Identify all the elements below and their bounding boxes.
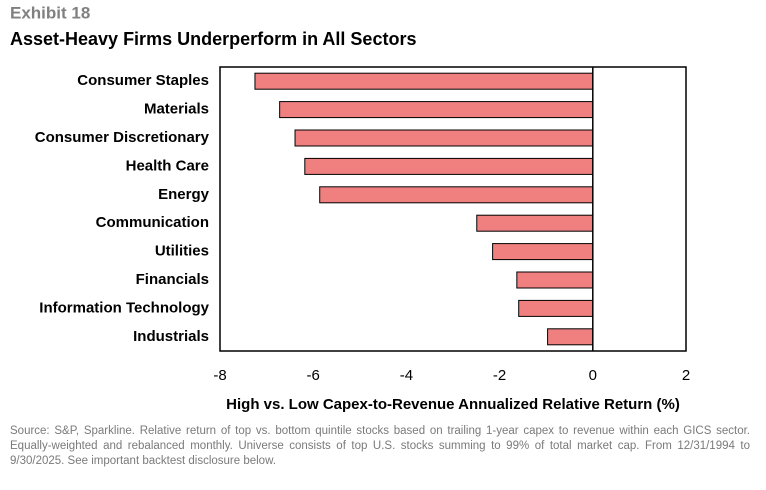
y-tick-label: Information Technology	[39, 299, 209, 316]
x-axis-label: High vs. Low Capex-to-Revenue Annualized…	[226, 396, 680, 413]
exhibit-label: Exhibit 18	[10, 3, 90, 22]
bar	[518, 299, 594, 317]
bar	[304, 157, 594, 175]
bar	[254, 72, 594, 90]
x-tick-label: 0	[589, 367, 597, 384]
y-tick-label: Communication	[96, 214, 209, 231]
plot-frame	[219, 66, 687, 352]
x-tick-label: -4	[400, 367, 413, 384]
bar	[319, 186, 594, 204]
y-tick-label: Utilities	[155, 243, 209, 260]
chart-title: Asset-Heavy Firms Underperform in All Se…	[10, 29, 416, 49]
bar	[492, 243, 594, 261]
bar	[516, 271, 594, 289]
y-tick-label: Materials	[144, 101, 209, 118]
y-tick-label: Consumer Staples	[77, 72, 209, 89]
y-tick-label: Industrials	[133, 328, 209, 345]
x-tick-label: -8	[213, 367, 226, 384]
chart: Exhibit 18 Asset-Heavy Firms Underperfor…	[10, 3, 690, 413]
bar	[294, 129, 594, 147]
x-tick-label: -6	[307, 367, 320, 384]
source-note: Source: S&P, Sparkline. Relative return …	[10, 425, 750, 467]
bar	[476, 214, 594, 232]
y-tick-label: Consumer Discretionary	[35, 129, 210, 146]
y-tick-label: Health Care	[126, 157, 209, 174]
x-tick-label: -2	[493, 367, 506, 384]
y-tick-label: Financials	[136, 271, 209, 288]
bar	[279, 101, 594, 119]
bar	[547, 328, 594, 346]
x-tick-label: 2	[682, 367, 690, 384]
y-tick-label: Energy	[158, 186, 210, 203]
